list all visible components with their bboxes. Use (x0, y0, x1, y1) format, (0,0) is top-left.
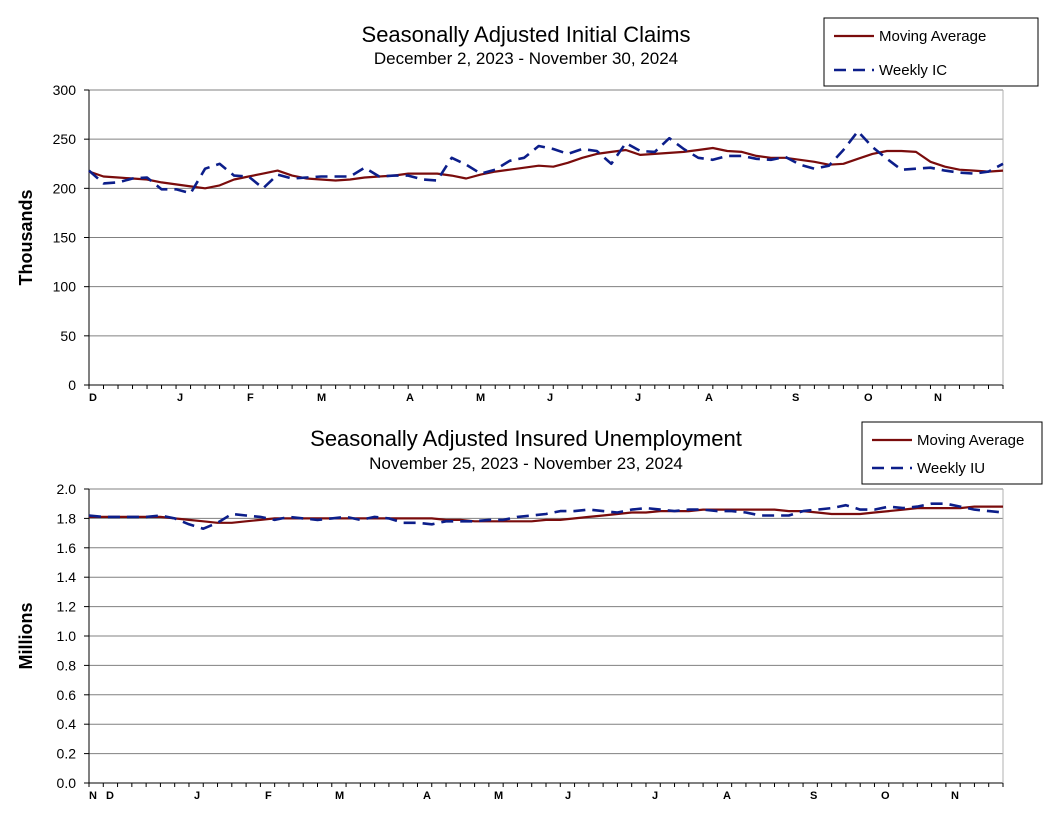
series-line-weekly (88, 502, 1004, 531)
y-tick-label: 1.2 (57, 599, 77, 615)
x-tick-label: O (881, 790, 890, 802)
y-tick-label: 0.8 (57, 657, 77, 673)
x-tick-label: M (317, 392, 326, 404)
series-line-weekly (88, 130, 1004, 195)
legend-label: Weekly IC (879, 62, 947, 79)
y-tick-label: 0.6 (57, 687, 77, 703)
x-tick-label: J (652, 790, 658, 802)
x-tick-label: S (792, 392, 799, 404)
chart-title: Seasonally Adjusted Insured Unemployment (310, 426, 742, 451)
y-axis-label: Millions (16, 603, 36, 670)
legend-label: Weekly IU (917, 460, 985, 477)
chart-panel-1: Seasonally Adjusted Initial Claims Decemb… (16, 17, 1039, 404)
legend-label: Moving Average (917, 432, 1024, 449)
y-tick-label: 0 (68, 377, 76, 393)
x-tick-label: J (547, 392, 553, 404)
chart-title: Seasonally Adjusted Initial Claims (362, 22, 691, 47)
y-tick-label: 50 (60, 328, 76, 344)
y-tick-label: 1.6 (57, 540, 77, 556)
y-tick-label: 100 (53, 279, 77, 295)
x-tick-label: S (810, 790, 817, 802)
series-line-moving-average (89, 505, 1003, 524)
x-tick-label: M (335, 790, 344, 802)
x-tick-label: O (864, 392, 873, 404)
y-axis-label: Thousands (16, 189, 36, 285)
chart-subtitle: December 2, 2023 - November 30, 2024 (374, 49, 678, 68)
legend: Moving Average Weekly IC (823, 17, 1039, 87)
y-tick-label: 0.0 (57, 775, 77, 791)
x-tick-label: N (934, 392, 942, 404)
chart-panel-2: Seasonally Adjusted Insured Unemployment… (16, 421, 1043, 802)
legend-box (861, 421, 1043, 485)
x-tick-label: D (89, 392, 97, 404)
x-tick-label: J (177, 392, 183, 404)
x-tick-label: A (705, 392, 713, 404)
x-tick-label: F (265, 790, 272, 802)
x-tick-label: A (406, 392, 414, 404)
x-tick-label: M (494, 790, 503, 802)
y-tick-label: 0.4 (57, 716, 77, 732)
legend-box (823, 17, 1039, 87)
legend: Moving Average Weekly IU (861, 421, 1043, 485)
y-tick-label: 200 (53, 180, 77, 196)
x-tick-label: A (723, 790, 731, 802)
y-tick-label: 1.4 (57, 569, 77, 585)
x-tick-label: A (423, 790, 431, 802)
y-tick-label: 300 (53, 82, 77, 98)
y-tick-label: 1.8 (57, 510, 77, 526)
x-tick-label: J (194, 790, 200, 802)
x-tick-label: J (565, 790, 571, 802)
y-tick-label: 0.2 (57, 746, 77, 762)
y-tick-label: 250 (53, 131, 77, 147)
y-tick-label: 150 (53, 230, 77, 246)
y-tick-label: 2.0 (57, 481, 77, 497)
chart-subtitle: November 25, 2023 - November 23, 2024 (369, 454, 683, 473)
series-line-moving-average (88, 146, 1004, 190)
x-tick-label: J (635, 392, 641, 404)
x-tick-label: N (951, 790, 959, 802)
x-tick-label: D (106, 790, 114, 802)
x-tick-label: M (476, 392, 485, 404)
legend-label: Moving Average (879, 28, 986, 45)
x-tick-label: N (89, 790, 97, 802)
y-tick-label: 1.0 (57, 628, 77, 644)
x-tick-label: F (247, 392, 254, 404)
